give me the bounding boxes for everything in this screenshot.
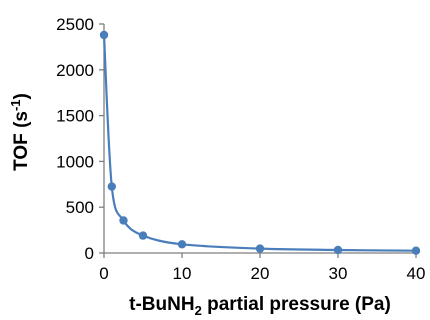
y-tick-label: 500: [66, 198, 94, 217]
y-tick-labels: 0 500 1000 1500 2000 2500: [56, 15, 94, 263]
y-tick-label: 2500: [56, 15, 94, 34]
x-tick-label: 10: [173, 264, 192, 283]
data-point: [255, 244, 265, 253]
x-tick-label: 20: [251, 264, 270, 283]
y-tick-label: 0: [85, 244, 94, 263]
data-point: [411, 246, 421, 255]
data-point: [119, 216, 128, 225]
y-tick-label: 2000: [56, 61, 94, 80]
y-tick-label: 1000: [56, 152, 94, 171]
fit-curve: [102, 34, 417, 252]
x-tick-labels: 0 10 20 30 40: [99, 264, 425, 283]
data-point: [107, 182, 117, 191]
y-tick-label: 1500: [56, 107, 94, 126]
x-axis-title: t-BuNH2 partial pressure (Pa): [129, 294, 391, 318]
data-point: [177, 240, 187, 249]
data-point: [138, 231, 148, 240]
x-tick-label: 40: [407, 264, 426, 283]
data-point: [99, 30, 109, 40]
axis-tick-marks: [99, 23, 417, 258]
y-axis-title: TOF (s-1): [8, 93, 32, 171]
x-tick-label: 30: [329, 264, 348, 283]
data-points: [99, 30, 421, 255]
data-point: [333, 245, 343, 255]
x-tick-label: 0: [99, 264, 108, 283]
